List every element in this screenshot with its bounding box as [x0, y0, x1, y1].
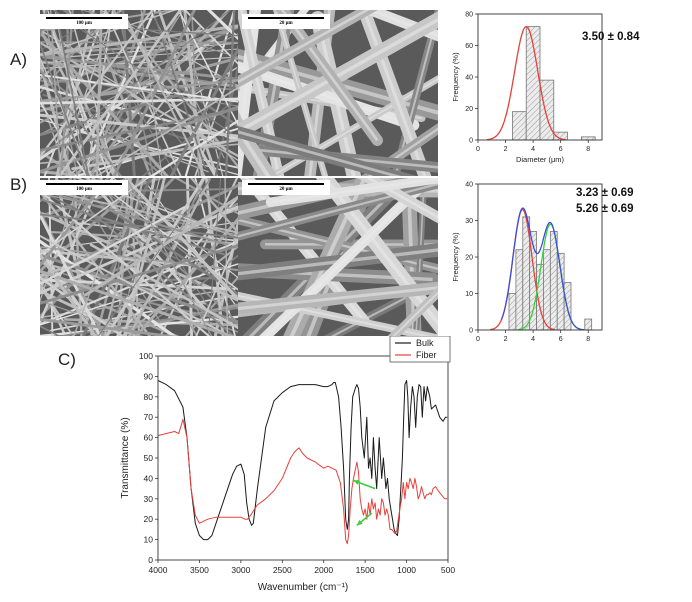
scale-bar-label: 20 μm	[279, 187, 293, 192]
histogram-b: 0 2 4 6 8 0 10 20 30 40 Diameter (μm) Frequency (%)…	[451, 182, 633, 347]
y-tick-label: 60	[465, 43, 473, 50]
x-tick-label: 2	[504, 146, 508, 153]
histogram-bar	[508, 293, 517, 331]
y-tick-label: 30	[144, 494, 154, 504]
x-tick-label: 4	[531, 146, 535, 153]
y-tick-label: 20	[465, 106, 473, 113]
x-tick-label: 8	[586, 146, 590, 153]
panel-label-b: B)	[10, 175, 27, 194]
fit-curve-sum	[500, 207, 585, 331]
y-tick-label: 10	[465, 291, 473, 298]
y-tick-label: 100	[139, 351, 153, 361]
histogram-bar	[549, 231, 558, 331]
fit-curve	[490, 208, 555, 331]
legend-entry: Bulk	[416, 338, 434, 348]
scale-bar: 20 μm	[242, 180, 330, 195]
y-tick-label: 0	[469, 138, 473, 145]
legend-entry: Fiber	[416, 350, 437, 360]
histogram-bar	[543, 249, 551, 331]
x-tick-label: 6	[559, 146, 563, 153]
scale-bar-label: 100 μm	[76, 21, 92, 26]
histogram-bar	[580, 136, 596, 141]
y-tick-label: 80	[144, 392, 154, 402]
histogram-bar	[512, 111, 527, 141]
y-tick-label: 0	[148, 555, 153, 565]
x-tick-label: 500	[441, 565, 455, 575]
x-tick-label: 2000	[314, 565, 333, 575]
ftir-chart: 4000 3500 3000 2500 2000 1500 1000 500 0 10 20 30 40…	[120, 336, 455, 593]
histogram-bar	[584, 318, 593, 331]
y-tick-label: 40	[144, 473, 154, 483]
x-tick-label: 2	[504, 336, 508, 343]
y-tick-label: 70	[144, 412, 154, 422]
y-axis-label: Transmittance (%)	[120, 417, 131, 498]
series-line-bulk	[157, 380, 448, 541]
fit-annotation: 3.23 ± 0.69	[576, 187, 633, 199]
fit-curve	[486, 25, 566, 141]
x-tick-label: 2500	[273, 565, 292, 575]
legend: Bulk Fiber	[389, 336, 451, 363]
fiber-texture	[238, 10, 438, 176]
y-tick-label: 0	[469, 328, 473, 335]
y-tick-label: 20	[144, 514, 154, 524]
y-tick-label: 40	[465, 182, 473, 189]
x-axis-label: Diameter (μm)	[516, 345, 565, 346]
x-tick-label: 4	[531, 336, 535, 343]
x-tick-label: 0	[476, 336, 480, 343]
x-axis-label: Wavenumber (cm⁻¹)	[258, 582, 348, 593]
x-tick-label: 8	[586, 336, 590, 343]
fit-annotation: 5.26 ± 0.69	[576, 203, 633, 215]
x-tick-label: 6	[559, 336, 563, 343]
x-tick-label: 4000	[149, 565, 168, 575]
fiber-texture	[40, 178, 238, 336]
legend-box	[389, 336, 451, 363]
annotation-arrowhead	[356, 519, 363, 526]
y-tick-label: 40	[465, 75, 473, 82]
fit-annotation: 3.50 ± 0.84	[582, 31, 640, 43]
x-axis-label: Diameter (μm)	[516, 155, 565, 164]
histogram-bar	[515, 249, 524, 331]
sem-image-b-low-mag: 100 μm	[40, 178, 238, 336]
x-tick-label: 3500	[190, 565, 209, 575]
x-tick-label: 0	[476, 146, 480, 153]
y-tick-label: 80	[465, 12, 473, 19]
fiber-texture	[238, 178, 438, 336]
sem-image-a-high-mag: 20 μm	[238, 10, 438, 176]
sem-image-b-high-mag: 20 μm	[238, 178, 438, 336]
scale-bar-label: 20 μm	[279, 21, 293, 26]
sem-image-a-low-mag: 100 μm	[40, 10, 238, 176]
y-axis-label: Frequency (%)	[451, 232, 460, 282]
y-tick-label: 30	[465, 218, 473, 225]
x-tick-label: 1000	[397, 565, 416, 575]
scale-bar: 100 μm	[40, 14, 128, 29]
y-tick-label: 10	[144, 535, 154, 545]
y-tick-label: 50	[144, 453, 154, 463]
x-tick-label: 3000	[231, 565, 250, 575]
y-tick-label: 60	[144, 433, 154, 443]
series-line-fiber	[157, 418, 448, 545]
y-axis-label: Frequency (%)	[451, 52, 460, 102]
panel-label-c: C)	[58, 350, 76, 369]
histogram-bar	[556, 252, 565, 331]
fiber-texture	[40, 10, 238, 176]
x-tick-label: 1500	[356, 565, 375, 575]
panel-label-a: A)	[10, 50, 27, 69]
annotation-arrowhead	[353, 479, 360, 485]
scale-bar-label: 100 μm	[76, 187, 92, 192]
scale-bar: 20 μm	[242, 14, 330, 29]
y-tick-label: 90	[144, 371, 154, 381]
scale-bar: 100 μm	[40, 180, 128, 195]
y-tick-label: 20	[465, 255, 473, 262]
